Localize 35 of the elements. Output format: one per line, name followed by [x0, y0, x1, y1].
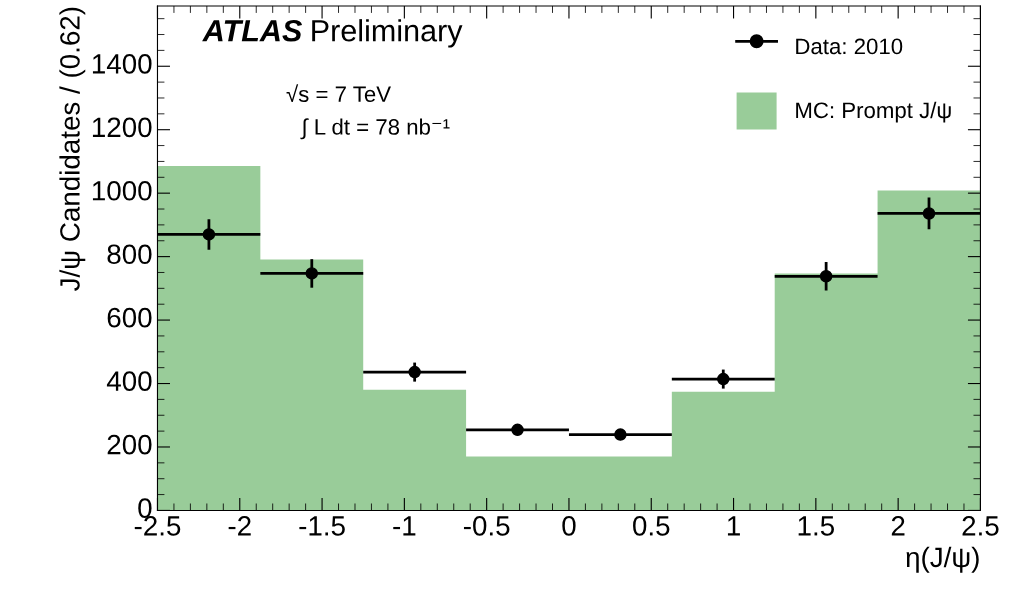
- x-tick-label: -0.5: [463, 516, 510, 536]
- legend-label: MC: Prompt J/ψ: [796, 101, 951, 123]
- point: [614, 428, 627, 441]
- y-tick-label: 1400: [92, 54, 152, 74]
- x-tick-label: -1.5: [299, 516, 345, 536]
- x-axis-title: η(J/ψ): [906, 546, 979, 573]
- point: [717, 372, 730, 386]
- point: [305, 267, 319, 280]
- legend-label: Data: 2010: [796, 38, 903, 55]
- x-tick-label: 0.5: [633, 516, 670, 536]
- x-tick-label: -1: [393, 516, 416, 536]
- annotation: √s = 7 TeV: [286, 84, 391, 103]
- point: [202, 228, 216, 241]
- annotation: ∫ L dt = 78 nb⁻¹: [300, 118, 450, 140]
- point: [819, 270, 833, 283]
- annotation: Preliminary: [312, 19, 463, 48]
- x-tick-label: 2: [891, 516, 905, 536]
- x-tick-label: 1.5: [798, 516, 834, 536]
- x-tick-label: 2.5: [962, 516, 999, 536]
- y-tick-label: 600: [107, 307, 152, 328]
- point: [922, 207, 936, 220]
- point: [511, 423, 524, 437]
- y-tick-label: 1200: [92, 117, 152, 138]
- y-tick-label: 800: [107, 244, 152, 265]
- point: [408, 365, 421, 379]
- x-tick-label: -2: [228, 516, 251, 536]
- y-tick-label: 1000: [92, 180, 152, 201]
- y-tick-label: 200: [107, 434, 152, 455]
- y-tick-label: 0: [138, 498, 152, 518]
- x-tick-label: 0: [562, 516, 576, 536]
- annotation: ATLAS: [202, 19, 303, 42]
- y-tick-label: 400: [106, 371, 152, 391]
- x-tick-label: 1: [727, 516, 740, 536]
- y-axis-title: J/ψ Candidates / (0.62): [59, 7, 86, 291]
- x-tick-label: -2.5: [134, 516, 181, 536]
